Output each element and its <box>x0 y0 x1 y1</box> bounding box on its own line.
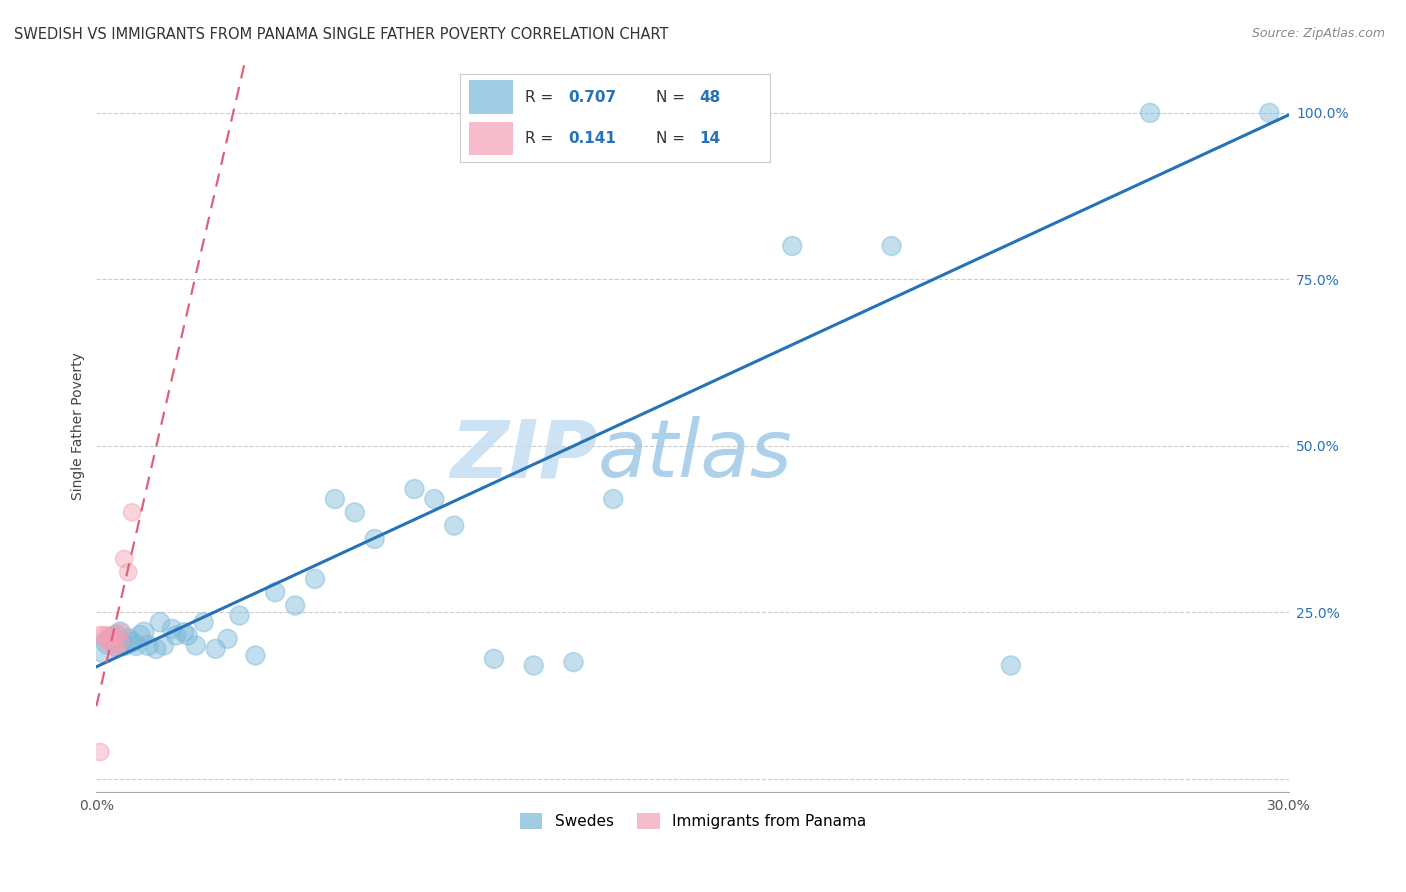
Point <box>702 106 724 120</box>
Point <box>105 639 128 653</box>
Point <box>363 532 385 546</box>
Point <box>97 635 120 649</box>
Point <box>136 639 159 653</box>
Point <box>165 628 187 642</box>
Point <box>160 622 183 636</box>
Text: Source: ZipAtlas.com: Source: ZipAtlas.com <box>1251 27 1385 40</box>
Point <box>641 106 664 120</box>
Point <box>93 628 115 642</box>
Point <box>132 625 155 640</box>
Point <box>204 641 226 656</box>
Point <box>108 635 131 649</box>
Point <box>284 599 307 613</box>
Point <box>112 639 135 653</box>
Point <box>101 628 124 642</box>
Text: atlas: atlas <box>598 416 792 494</box>
Text: SWEDISH VS IMMIGRANTS FROM PANAMA SINGLE FATHER POVERTY CORRELATION CHART: SWEDISH VS IMMIGRANTS FROM PANAMA SINGLE… <box>14 27 669 42</box>
Point <box>121 505 143 519</box>
Point <box>177 628 200 642</box>
Point <box>173 625 195 640</box>
Legend: Swedes, Immigrants from Panama: Swedes, Immigrants from Panama <box>513 807 872 836</box>
Point <box>323 491 346 506</box>
Point <box>523 658 546 673</box>
Point <box>443 518 465 533</box>
Point <box>105 628 128 642</box>
Point <box>193 615 215 630</box>
Point <box>153 639 176 653</box>
Y-axis label: Single Father Poverty: Single Father Poverty <box>72 351 86 500</box>
Point <box>93 641 115 656</box>
Point <box>184 639 207 653</box>
Point <box>108 635 131 649</box>
Point <box>101 632 124 646</box>
Point <box>245 648 267 663</box>
Point <box>423 491 446 506</box>
Point <box>145 641 167 656</box>
Point <box>1258 106 1281 120</box>
Point <box>117 566 139 580</box>
Point <box>105 641 128 656</box>
Point <box>129 628 152 642</box>
Point <box>121 635 143 649</box>
Point <box>562 655 585 669</box>
Point <box>264 585 287 599</box>
Point <box>228 608 250 623</box>
Point <box>97 635 120 649</box>
Point <box>304 572 326 586</box>
Point <box>105 628 128 642</box>
Point <box>880 239 903 253</box>
Point <box>721 106 744 120</box>
Point <box>482 652 505 666</box>
Point <box>149 615 172 630</box>
Text: ZIP: ZIP <box>450 416 598 494</box>
Point <box>112 552 135 566</box>
Point <box>101 639 124 653</box>
Point <box>602 491 624 506</box>
Point <box>117 632 139 646</box>
Point <box>125 639 148 653</box>
Point <box>108 625 131 640</box>
Point <box>1139 106 1161 120</box>
Point <box>1000 658 1022 673</box>
Point <box>780 239 803 253</box>
Point <box>89 745 111 759</box>
Point <box>217 632 239 646</box>
Point <box>343 505 366 519</box>
Point <box>97 628 120 642</box>
Point <box>89 628 111 642</box>
Point <box>108 625 131 640</box>
Point <box>404 482 426 496</box>
